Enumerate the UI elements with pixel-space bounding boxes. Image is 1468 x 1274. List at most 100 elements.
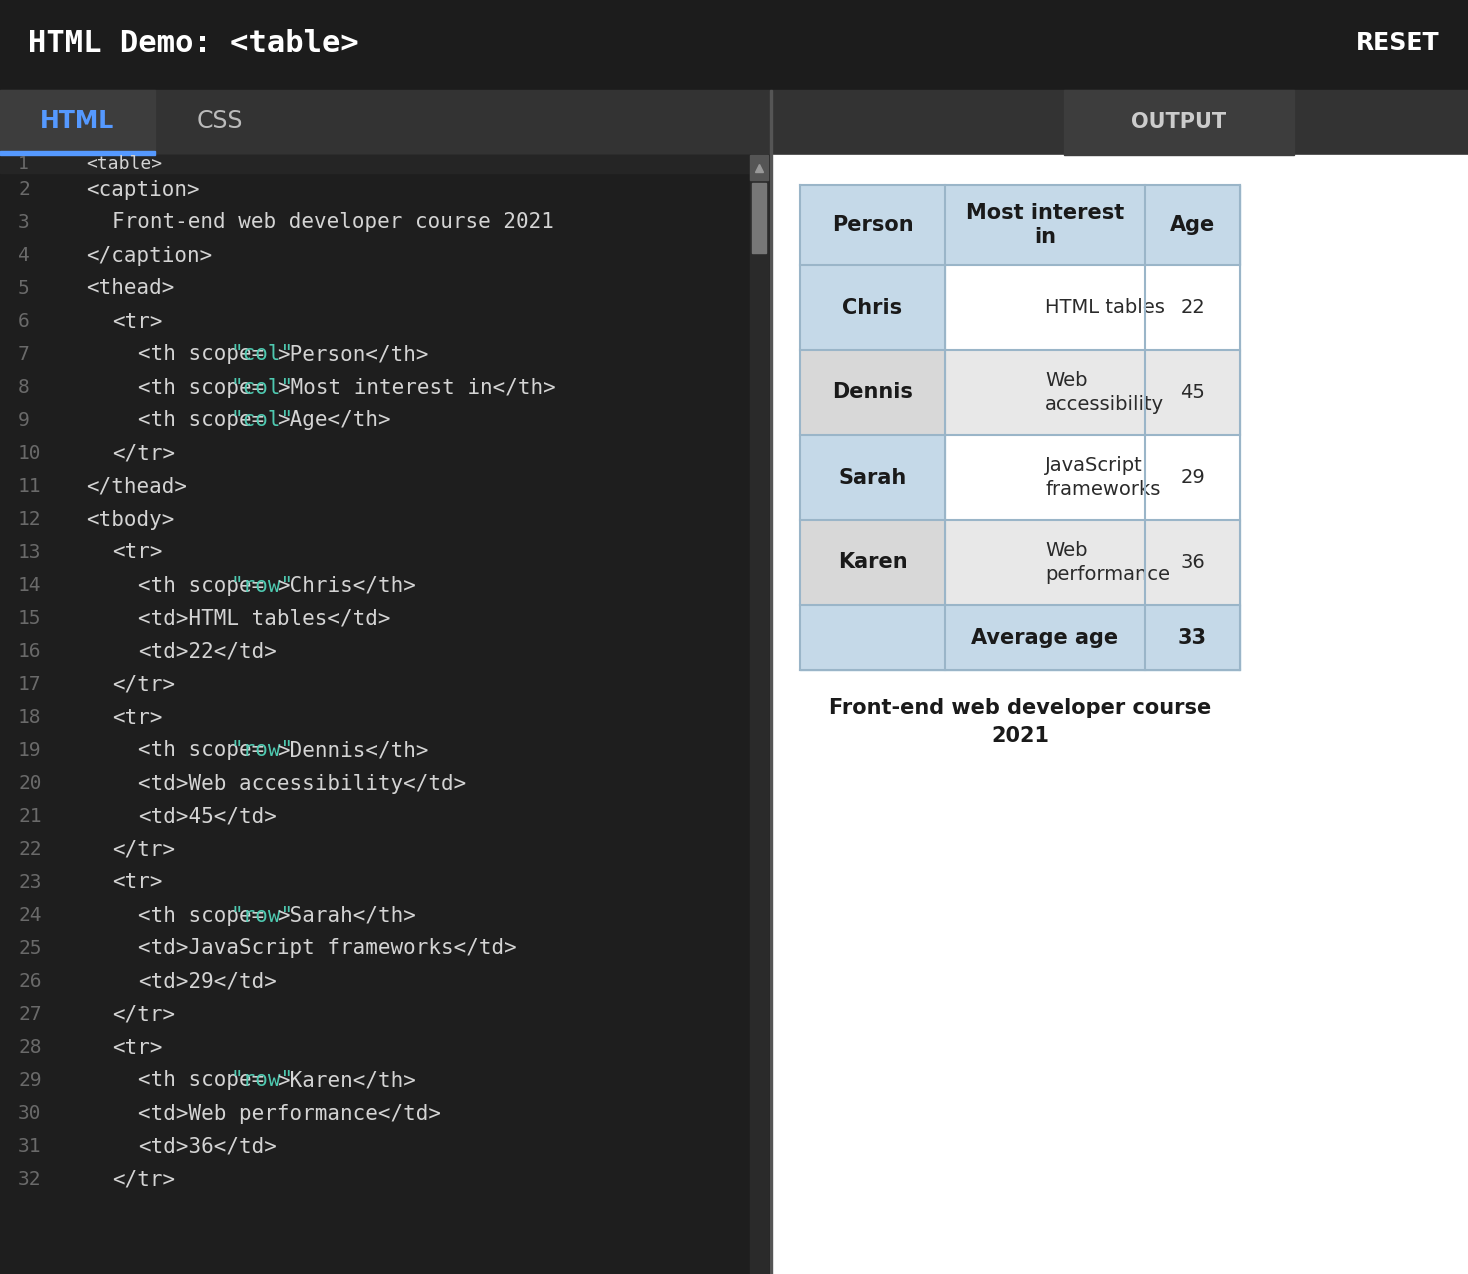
Bar: [800, 434, 1240, 520]
Text: 20: 20: [18, 775, 41, 792]
Bar: [800, 185, 1240, 265]
Text: Web
performance: Web performance: [1045, 541, 1170, 583]
Text: 4: 4: [18, 246, 29, 265]
Bar: [750, 155, 768, 1274]
Bar: [0, 155, 750, 173]
Text: <thead>: <thead>: [87, 279, 175, 298]
Bar: [800, 434, 945, 520]
Text: Age: Age: [1170, 215, 1216, 234]
Text: 13: 13: [18, 543, 41, 562]
Text: 26: 26: [18, 972, 41, 991]
Text: HTML tables: HTML tables: [1045, 298, 1166, 317]
Text: 12: 12: [18, 510, 41, 529]
Text: <tr>: <tr>: [112, 1037, 163, 1057]
Text: 18: 18: [18, 708, 41, 727]
Bar: [800, 350, 945, 434]
Text: 24: 24: [18, 906, 41, 925]
Text: </tr>: </tr>: [112, 1004, 175, 1024]
Text: 14: 14: [18, 576, 41, 595]
Text: 31: 31: [18, 1136, 41, 1156]
Text: "col": "col": [230, 377, 294, 397]
Text: <td>36</td>: <td>36</td>: [138, 1136, 277, 1157]
Bar: [772, 155, 1468, 1274]
Text: 33: 33: [1177, 628, 1207, 647]
Text: "col": "col": [230, 344, 294, 364]
Text: 5: 5: [18, 279, 29, 298]
Text: <th scope=: <th scope=: [138, 1070, 264, 1091]
Text: 23: 23: [18, 873, 41, 892]
Text: 29: 29: [1180, 468, 1205, 487]
Text: 9: 9: [18, 412, 29, 431]
Bar: [750, 155, 768, 180]
Bar: [800, 605, 1240, 670]
Text: 30: 30: [18, 1105, 41, 1122]
Text: JavaScript
frameworks: JavaScript frameworks: [1045, 456, 1160, 498]
Text: 36: 36: [1180, 553, 1205, 572]
Text: <th scope=: <th scope=: [138, 410, 264, 431]
Text: >Age</th>: >Age</th>: [277, 410, 390, 431]
Text: <th scope=: <th scope=: [138, 906, 264, 925]
Text: <tr>: <tr>: [112, 312, 163, 331]
Text: <td>JavaScript frameworks</td>: <td>JavaScript frameworks</td>: [138, 939, 517, 958]
Text: </thead>: </thead>: [87, 476, 186, 497]
Text: Person: Person: [832, 215, 913, 234]
Bar: [752, 183, 766, 254]
Text: 32: 32: [18, 1170, 41, 1189]
Text: Front-end web developer course 2021: Front-end web developer course 2021: [112, 213, 553, 232]
Text: <tr>: <tr>: [112, 873, 163, 893]
Bar: [800, 265, 1240, 350]
Text: Dennis: Dennis: [832, 382, 913, 403]
Text: 6: 6: [18, 312, 29, 331]
Text: <tbody>: <tbody>: [87, 510, 175, 530]
Text: "row": "row": [230, 740, 294, 761]
Text: >Dennis</th>: >Dennis</th>: [277, 740, 429, 761]
Text: 21: 21: [18, 806, 41, 826]
Text: Web
accessibility: Web accessibility: [1045, 371, 1164, 414]
Text: </tr>: </tr>: [112, 674, 175, 694]
Text: <th scope=: <th scope=: [138, 576, 264, 595]
Text: "row": "row": [230, 1070, 294, 1091]
Text: 22: 22: [1180, 298, 1205, 317]
Text: <td>HTML tables</td>: <td>HTML tables</td>: [138, 609, 390, 628]
Text: >Sarah</th>: >Sarah</th>: [277, 906, 417, 925]
Text: >Most interest in</th>: >Most interest in</th>: [277, 377, 555, 397]
Text: RESET: RESET: [1356, 31, 1440, 55]
Text: Most interest
in: Most interest in: [966, 203, 1124, 247]
Text: </tr>: </tr>: [112, 1170, 175, 1190]
Text: <td>29</td>: <td>29</td>: [138, 972, 277, 991]
Text: >Person</th>: >Person</th>: [277, 344, 429, 364]
Text: "row": "row": [230, 576, 294, 595]
Text: 3: 3: [18, 213, 29, 232]
Text: 15: 15: [18, 609, 41, 628]
Text: 11: 11: [18, 476, 41, 496]
Text: Karen: Karen: [838, 553, 907, 572]
Text: 2: 2: [18, 180, 29, 199]
Bar: [800, 185, 1240, 670]
Text: HTML: HTML: [41, 110, 115, 134]
Text: >Karen</th>: >Karen</th>: [277, 1070, 417, 1091]
Text: 16: 16: [18, 642, 41, 661]
Bar: [0, 90, 1468, 155]
Text: 10: 10: [18, 445, 41, 462]
Text: 17: 17: [18, 675, 41, 694]
Text: 22: 22: [18, 840, 41, 859]
Text: 27: 27: [18, 1005, 41, 1024]
Bar: [771, 90, 772, 1274]
Text: Sarah: Sarah: [838, 468, 907, 488]
Text: CSS: CSS: [197, 110, 244, 134]
Bar: [800, 265, 945, 350]
Bar: [800, 350, 1240, 434]
Text: <caption>: <caption>: [87, 180, 200, 200]
Text: <th scope=: <th scope=: [138, 344, 264, 364]
Text: </caption>: </caption>: [87, 246, 213, 265]
Bar: [0, 0, 1468, 90]
Text: <table>: <table>: [87, 155, 161, 173]
Bar: [0, 90, 156, 155]
Text: <th scope=: <th scope=: [138, 740, 264, 761]
Text: 8: 8: [18, 378, 29, 397]
Text: <tr>: <tr>: [112, 543, 163, 563]
Text: "col": "col": [230, 410, 294, 431]
Text: <td>Web performance</td>: <td>Web performance</td>: [138, 1103, 440, 1124]
Text: <th scope=: <th scope=: [138, 377, 264, 397]
Text: <td>Web accessibility</td>: <td>Web accessibility</td>: [138, 773, 467, 794]
